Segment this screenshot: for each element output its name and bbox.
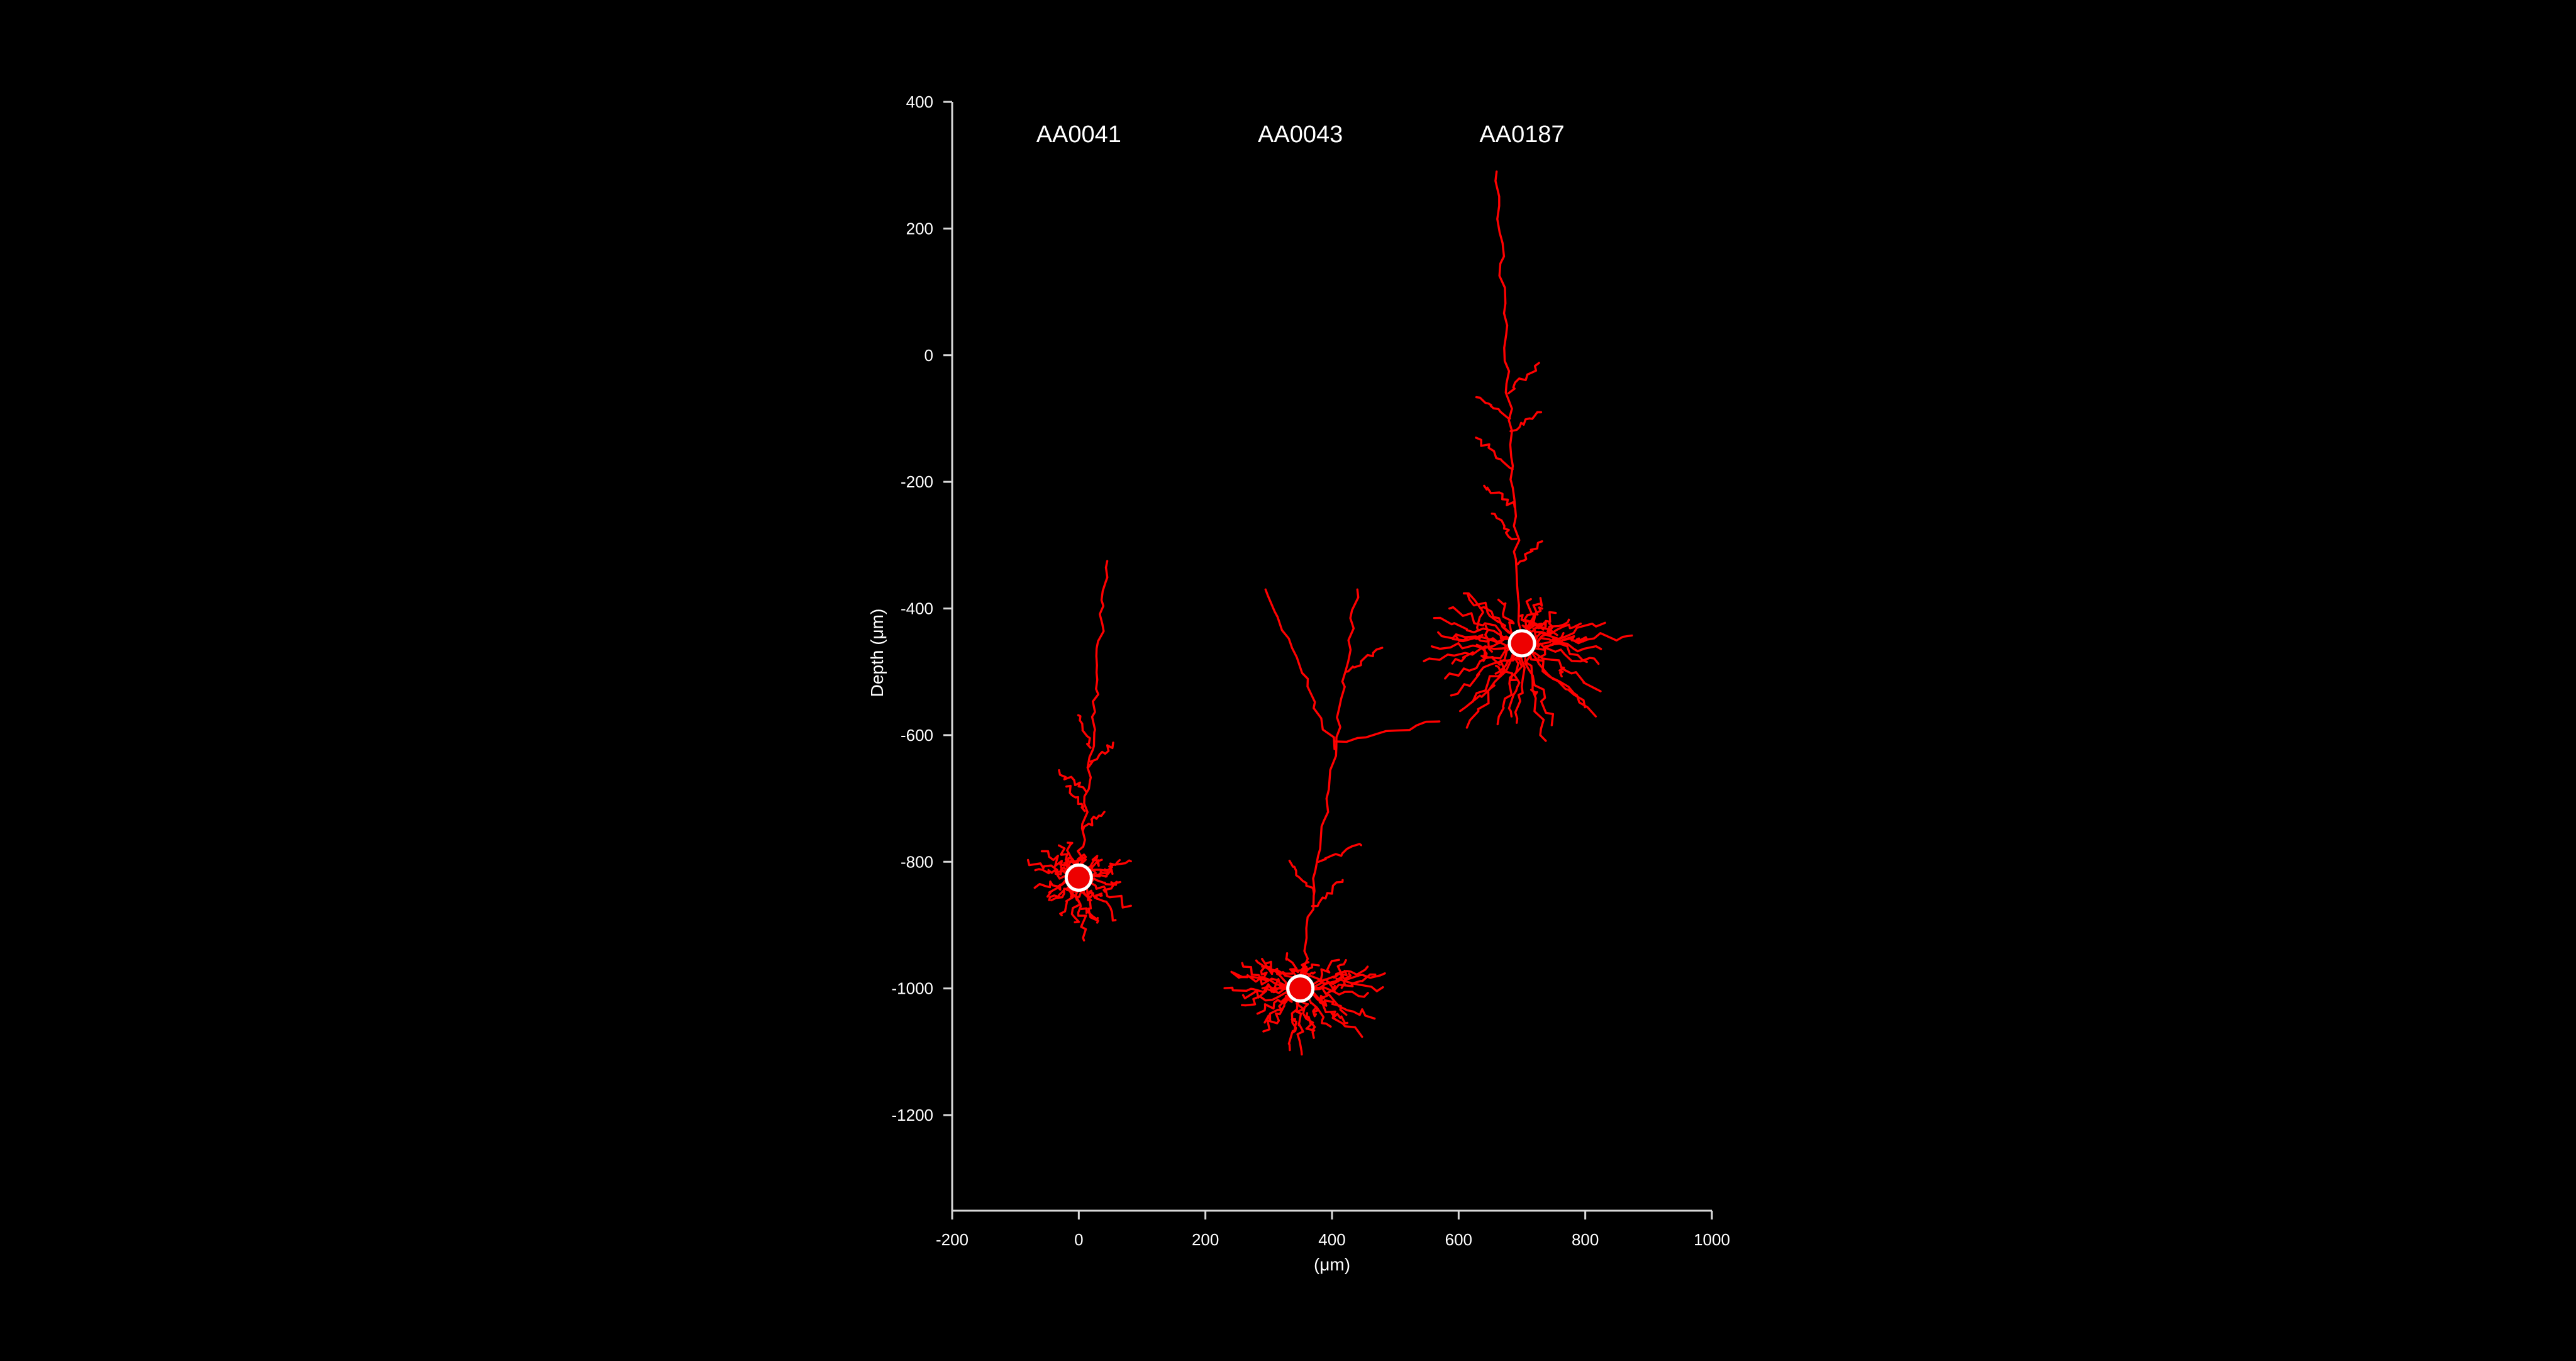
y-tick-label: -1200 — [892, 1106, 934, 1125]
y-axis-label: Depth (μm) — [867, 609, 887, 697]
basal-branch — [1459, 684, 1496, 713]
neuron-label: AA0041 — [1036, 121, 1121, 148]
y-tick-label: -200 — [901, 472, 933, 491]
apical-branch — [1065, 784, 1086, 813]
x-tick-label: 200 — [1192, 1230, 1219, 1249]
basal-branch — [1080, 907, 1099, 921]
apical-branch — [1311, 879, 1344, 908]
soma-marker — [1507, 629, 1536, 658]
y-tick-label: -400 — [901, 599, 933, 618]
apical-dendrite — [1297, 588, 1360, 990]
basal-branch — [1305, 1012, 1316, 1030]
apical-branch — [1058, 769, 1088, 794]
basal-branch — [1063, 857, 1075, 866]
soma-marker — [1064, 863, 1093, 892]
y-tick-label: 400 — [906, 92, 933, 111]
axes: -1200 -1000 -800 -600 -400 -200 0 200 400 -200 0 20… — [892, 92, 1730, 1249]
basal-branch — [1291, 1018, 1297, 1033]
basal-dendrite — [1465, 642, 1523, 729]
soma-marker — [1286, 974, 1315, 1003]
x-tick-label: 0 — [1074, 1230, 1083, 1249]
apical-branch — [1491, 513, 1518, 540]
x-axis-label: (μm) — [1314, 1255, 1350, 1274]
basal-dendrite — [1521, 639, 1602, 653]
neuron-aa0041: AA0041 — [1026, 121, 1132, 942]
apical-dendrite — [1494, 170, 1523, 645]
basal-branch — [1476, 608, 1484, 632]
basal-branch — [1102, 880, 1118, 893]
apical-branch — [1509, 411, 1543, 433]
apical-dendrite — [1075, 560, 1109, 879]
basal-dendrite — [1444, 641, 1523, 680]
basal-branch — [1537, 631, 1565, 659]
neuron-aa0043: AA0043 — [1223, 121, 1441, 1056]
basal-branch — [1451, 651, 1474, 665]
apical-branch — [1475, 436, 1514, 470]
apical-branch — [1475, 396, 1511, 420]
basal-branch — [1575, 636, 1589, 643]
basal-dendrite — [1519, 642, 1555, 726]
apical-branch — [1077, 714, 1092, 749]
basal-branch — [1546, 622, 1554, 635]
basal-branch — [1536, 623, 1544, 630]
y-tick-label: -600 — [901, 726, 933, 745]
apical-dendrite — [1264, 588, 1336, 750]
apical-branch — [1082, 811, 1106, 831]
basal-branch — [1095, 892, 1103, 900]
basal-branch — [1333, 959, 1347, 979]
neurons-layer: AA0041 AA0043 AA0187 — [1026, 121, 1633, 1056]
y-tick-label: 0 — [924, 346, 933, 365]
basal-branch — [1330, 1011, 1348, 1025]
x-tick-label: -200 — [936, 1230, 969, 1249]
neuron-aa0187: AA0187 — [1423, 121, 1633, 742]
basal-dendrite — [1521, 632, 1633, 648]
basal-branch — [1530, 689, 1538, 696]
basal-branch — [1312, 1006, 1319, 1018]
x-tick-label: 1000 — [1694, 1230, 1730, 1249]
x-tick-label: 600 — [1445, 1230, 1472, 1249]
basal-branch — [1518, 614, 1535, 627]
basal-branch — [1558, 666, 1565, 678]
basal-dendrite — [1423, 642, 1523, 662]
apical-branch — [1288, 859, 1315, 895]
apical-branch — [1516, 540, 1543, 565]
basal-branch — [1553, 639, 1588, 664]
basal-branch — [1484, 625, 1493, 653]
basal-branch — [1452, 636, 1482, 642]
basal-branch — [1475, 643, 1501, 666]
apical-branch — [1507, 362, 1540, 394]
y-tick-label: -1000 — [892, 979, 934, 998]
basal-branch — [1094, 869, 1109, 877]
basal-branch — [1085, 889, 1094, 901]
basal-branch — [1104, 858, 1121, 872]
basal-dendrite — [1296, 987, 1305, 1056]
apical-branch — [1087, 742, 1114, 768]
apical-branch — [1335, 720, 1441, 743]
neuron-label: AA0187 — [1479, 121, 1564, 148]
basal-dendrite — [1521, 642, 1597, 718]
y-tick-label: -800 — [901, 852, 933, 871]
x-tick-label: 400 — [1318, 1230, 1345, 1249]
basal-dendrite — [1448, 606, 1523, 646]
basal-dendrite — [1430, 640, 1523, 650]
apical-branch — [1317, 843, 1362, 863]
apical-branch — [1344, 647, 1384, 673]
basal-dendrite — [1521, 642, 1600, 665]
neuron-label: AA0043 — [1258, 121, 1343, 148]
y-tick-label: 200 — [906, 219, 933, 238]
basal-branch — [1340, 972, 1352, 989]
basal-dendrite — [1450, 642, 1523, 697]
apical-branch — [1483, 484, 1516, 509]
x-tick-label: 800 — [1572, 1230, 1599, 1249]
basal-branch — [1241, 962, 1268, 982]
basal-branch — [1048, 887, 1067, 901]
